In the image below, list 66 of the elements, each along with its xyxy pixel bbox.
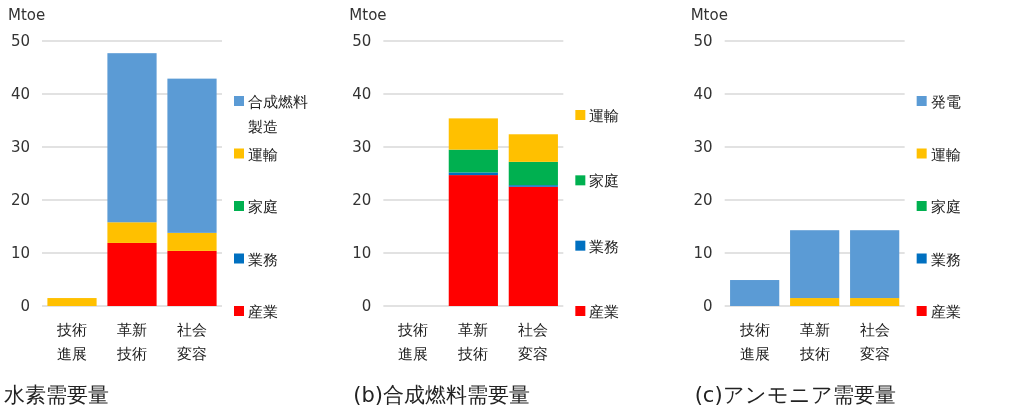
legend-label: 合成燃料製造 — [248, 93, 308, 136]
legend-label: 発電 — [930, 93, 961, 111]
bar — [448, 118, 498, 150]
x-tick-label: 技術進展 — [397, 321, 429, 363]
bar — [508, 161, 558, 186]
bar — [448, 149, 498, 173]
legend-label: 業務 — [930, 250, 961, 269]
y-tick-label: 30 — [693, 138, 713, 156]
x-tick-label: 社会変容 — [518, 321, 549, 363]
y-tick-label: 0 — [703, 297, 713, 315]
legend-label: 運輸 — [248, 145, 278, 164]
y-tick-label: 40 — [10, 85, 30, 103]
legend-label: 業務 — [589, 237, 620, 256]
y-tick-label: 20 — [693, 191, 713, 209]
y-tick-label: 30 — [10, 138, 30, 156]
y-tick-label: 20 — [352, 191, 372, 209]
x-tick-label: 技術進展 — [56, 321, 87, 363]
y-tick-label: 30 — [352, 138, 372, 156]
x-tick-label: 社会変容 — [177, 321, 207, 363]
legend-label: 業務 — [248, 250, 278, 269]
y-tick-label: 0 — [20, 297, 30, 315]
bar — [107, 222, 157, 243]
y-axis-title: Mtoe — [690, 6, 728, 24]
bar — [167, 78, 217, 233]
legend-label: 産業 — [930, 303, 961, 321]
y-axis-title: Mtoe — [8, 6, 46, 24]
y-tick-label: 10 — [352, 244, 372, 262]
bar — [47, 298, 97, 306]
legend-label: 運輸 — [930, 145, 961, 164]
legend-label: 家庭 — [589, 172, 620, 191]
bar — [790, 298, 840, 306]
x-tick-label: 革新技術 — [457, 321, 489, 363]
bar — [107, 242, 157, 306]
text: (b)合成燃料需要量 — [353, 383, 531, 407]
bar — [107, 53, 157, 223]
bar — [508, 134, 558, 162]
y-tick-label: 40 — [352, 85, 372, 103]
legend-label: 家庭 — [248, 198, 278, 216]
y-tick-label: 50 — [352, 32, 372, 50]
bar — [448, 172, 498, 176]
bar — [167, 250, 217, 306]
x-tick-label: 革新技術 — [798, 321, 830, 363]
x-tick-label: 社会変容 — [859, 321, 890, 363]
legend-label: 運輸 — [589, 107, 620, 125]
bar — [730, 280, 780, 306]
y-tick-label: 0 — [361, 297, 372, 315]
y-axis-title: Mtoe — [349, 6, 387, 24]
legend-label: 家庭 — [930, 198, 961, 216]
bar — [508, 186, 558, 306]
text: (c)アンモニア需要量 — [694, 383, 896, 407]
y-tick-label: 10 — [693, 244, 713, 262]
y-tick-label: 20 — [10, 191, 30, 209]
y-tick-label: 40 — [693, 85, 713, 103]
bar — [850, 230, 900, 299]
bar — [850, 298, 900, 306]
text: 水素需要量 — [4, 383, 109, 407]
y-tick-label: 50 — [693, 32, 713, 50]
legend-label: 産業 — [248, 303, 278, 321]
bar — [167, 232, 217, 251]
y-tick-label: 50 — [10, 32, 30, 50]
bar — [448, 175, 498, 306]
legend-label: 産業 — [589, 303, 620, 321]
x-tick-label: 革新技術 — [116, 321, 147, 363]
x-tick-label: 技術進展 — [738, 321, 770, 363]
y-tick-label: 10 — [10, 244, 30, 262]
bar — [790, 230, 840, 299]
